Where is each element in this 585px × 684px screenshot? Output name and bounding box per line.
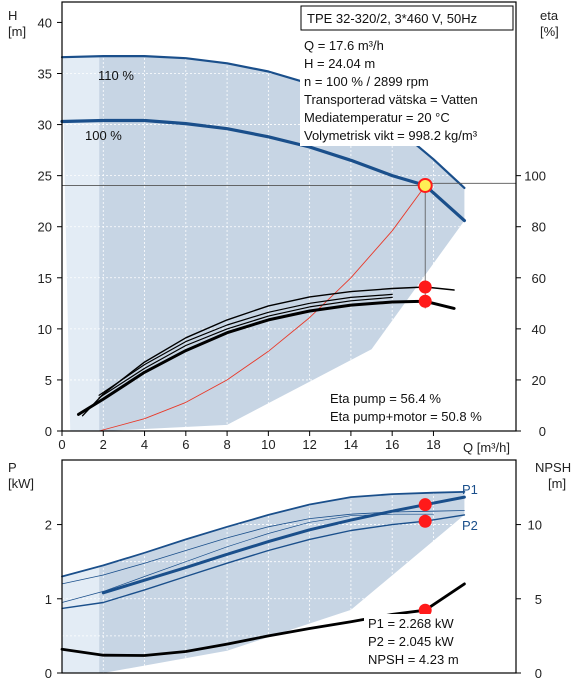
y-right-tick-label: 60 bbox=[532, 271, 546, 286]
eta-axis-unit: [%] bbox=[540, 24, 559, 39]
curve-eta-mid-b bbox=[98, 296, 393, 399]
power-envelope-light bbox=[62, 567, 100, 673]
pump-model-title: TPE 32-320/2, 3*460 V, 50Hz bbox=[307, 11, 477, 26]
x-tick-label: 12 bbox=[302, 437, 316, 452]
x-tick-label: 16 bbox=[385, 437, 399, 452]
power-info-background bbox=[364, 614, 510, 670]
y-right-tick-label: 20 bbox=[532, 373, 546, 388]
power-npsh-chart: 0 1 2 0 5 10 P [kW] NPSH [m] P1 P2 P1 = 2.26… bbox=[8, 459, 571, 681]
x-tick-label: 18 bbox=[426, 437, 440, 452]
info-speed: n = 100 % / 2899 rpm bbox=[304, 74, 429, 89]
y-right-tick-label: 0 bbox=[539, 424, 546, 439]
operating-envelope-light bbox=[62, 56, 100, 432]
x-tick-label: 0 bbox=[58, 437, 65, 452]
power-axis-label: P bbox=[8, 460, 17, 475]
y-left-tick-label: 25 bbox=[38, 169, 52, 184]
eta-info-background bbox=[326, 387, 506, 427]
eta-pump-motor-value: Eta pump+motor = 50.8 % bbox=[330, 409, 482, 424]
top-x-tick-labels: 0 2 4 6 8 10 12 14 16 18 bbox=[58, 431, 441, 452]
p1-series-label: P1 bbox=[462, 482, 478, 497]
operating-envelope bbox=[99, 56, 465, 431]
power-marker-1 bbox=[418, 498, 432, 512]
y-left-tick-label: 30 bbox=[38, 118, 52, 133]
p1-value: P1 = 2.268 kW bbox=[368, 616, 454, 631]
p-tick-label: 1 bbox=[45, 592, 52, 607]
bottom-plot-frame bbox=[61, 459, 517, 674]
curve-p1-100 bbox=[101, 495, 466, 595]
x-tick-label: 6 bbox=[182, 437, 189, 452]
eta-marker-1 bbox=[418, 280, 432, 294]
info-flow: Q = 17.6 m³/h bbox=[304, 38, 384, 53]
flow-axis-label: Q [m³/h] bbox=[463, 440, 510, 455]
npsh-axis-label: NPSH bbox=[535, 460, 571, 475]
x-tick-label: 2 bbox=[100, 437, 107, 452]
bottom-y-left-tick-labels: 0 1 2 bbox=[45, 518, 62, 681]
npsh-value: NPSH = 4.23 m bbox=[368, 652, 459, 667]
curve-p2-110 bbox=[61, 510, 465, 585]
curve-eta-mid-a bbox=[98, 293, 393, 396]
npsh-tick-label: 10 bbox=[528, 518, 542, 533]
eta-axis-label: eta bbox=[540, 8, 559, 23]
info-temperature: Mediatemperatur = 20 °C bbox=[304, 110, 450, 125]
top-markers bbox=[417, 177, 433, 308]
eta-info-block: Eta pump = 56.4 % Eta pump+motor = 50.8 … bbox=[326, 387, 506, 427]
head-axis-unit: [m] bbox=[8, 24, 26, 39]
power-marker-2 bbox=[418, 514, 432, 528]
y-right-tick-label: 40 bbox=[532, 322, 546, 337]
y-left-tick-label: 15 bbox=[38, 271, 52, 286]
curve-npsh bbox=[60, 582, 466, 657]
p-tick-label: 2 bbox=[45, 518, 52, 533]
curve-p2-100 bbox=[61, 514, 466, 610]
info-liquid: Transporterad vätska = Vatten bbox=[304, 92, 478, 107]
y-left-tick-label: 20 bbox=[38, 220, 52, 235]
curve-eta-lower bbox=[77, 299, 456, 416]
curve-system bbox=[98, 185, 426, 432]
y-left-tick-label: 10 bbox=[38, 322, 52, 337]
duty-point-marker bbox=[417, 177, 433, 193]
eta-marker-2 bbox=[418, 294, 432, 308]
info-head: H = 24.04 m bbox=[304, 56, 375, 71]
top-y-right-tick-labels: 0 20 40 60 80 100 bbox=[516, 169, 546, 439]
power-info-block: P1 = 2.268 kW P2 = 2.045 kW NPSH = 4.23 … bbox=[364, 614, 510, 670]
y-left-tick-label: 5 bbox=[45, 373, 52, 388]
bottom-curves bbox=[60, 491, 466, 657]
x-tick-label: 14 bbox=[344, 437, 358, 452]
power-envelope bbox=[99, 491, 465, 673]
pump-model-box bbox=[300, 5, 514, 31]
top-y-left-tick-labels: 0 5 10 15 20 25 30 35 40 bbox=[38, 15, 62, 439]
curve-p1-110 bbox=[61, 491, 466, 578]
y-right-tick-label: 100 bbox=[524, 169, 546, 184]
npsh-tick-label: 5 bbox=[535, 592, 542, 607]
curve-head-100 bbox=[60, 118, 466, 223]
info-density: Volymetrisk vikt = 998.2 kg/m³ bbox=[304, 128, 478, 143]
y-left-tick-label: 40 bbox=[38, 15, 52, 30]
head-efficiency-chart: 0 2 4 6 8 10 12 14 16 18 0 5 10 15 20 25 30 35 40 0 20 40 60… bbox=[8, 1, 559, 455]
operating-info-block: Q = 17.6 m³/h H = 24.04 m n = 100 % / 28… bbox=[300, 34, 512, 146]
top-plot-frame bbox=[61, 1, 517, 432]
x-tick-label: 4 bbox=[141, 437, 148, 452]
x-tick-label: 10 bbox=[261, 437, 275, 452]
curve-eta-upper bbox=[81, 286, 455, 417]
speed-label-100: 100 % bbox=[85, 128, 122, 143]
bottom-y-right-tick-labels: 0 5 10 bbox=[516, 518, 542, 681]
operating-info-background bbox=[300, 34, 512, 146]
top-grid bbox=[62, 2, 516, 431]
head-axis-label: H bbox=[8, 8, 17, 23]
npsh-axis-unit: [m] bbox=[548, 476, 566, 491]
y-left-tick-label: 0 bbox=[45, 424, 52, 439]
npsh-tick-label: 0 bbox=[535, 666, 542, 681]
y-left-tick-label: 35 bbox=[38, 67, 52, 82]
curve-p-lowest bbox=[61, 513, 434, 603]
x-tick-label: 8 bbox=[223, 437, 230, 452]
speed-label-110: 110 % bbox=[98, 68, 134, 83]
p-tick-label: 0 bbox=[45, 666, 52, 681]
top-curves bbox=[60, 55, 466, 432]
p2-value: P2 = 2.045 kW bbox=[368, 634, 454, 649]
y-right-tick-label: 80 bbox=[532, 220, 546, 235]
p2-series-label: P2 bbox=[462, 518, 478, 533]
power-axis-unit: [kW] bbox=[8, 476, 34, 491]
eta-pump-value: Eta pump = 56.4 % bbox=[330, 391, 441, 406]
